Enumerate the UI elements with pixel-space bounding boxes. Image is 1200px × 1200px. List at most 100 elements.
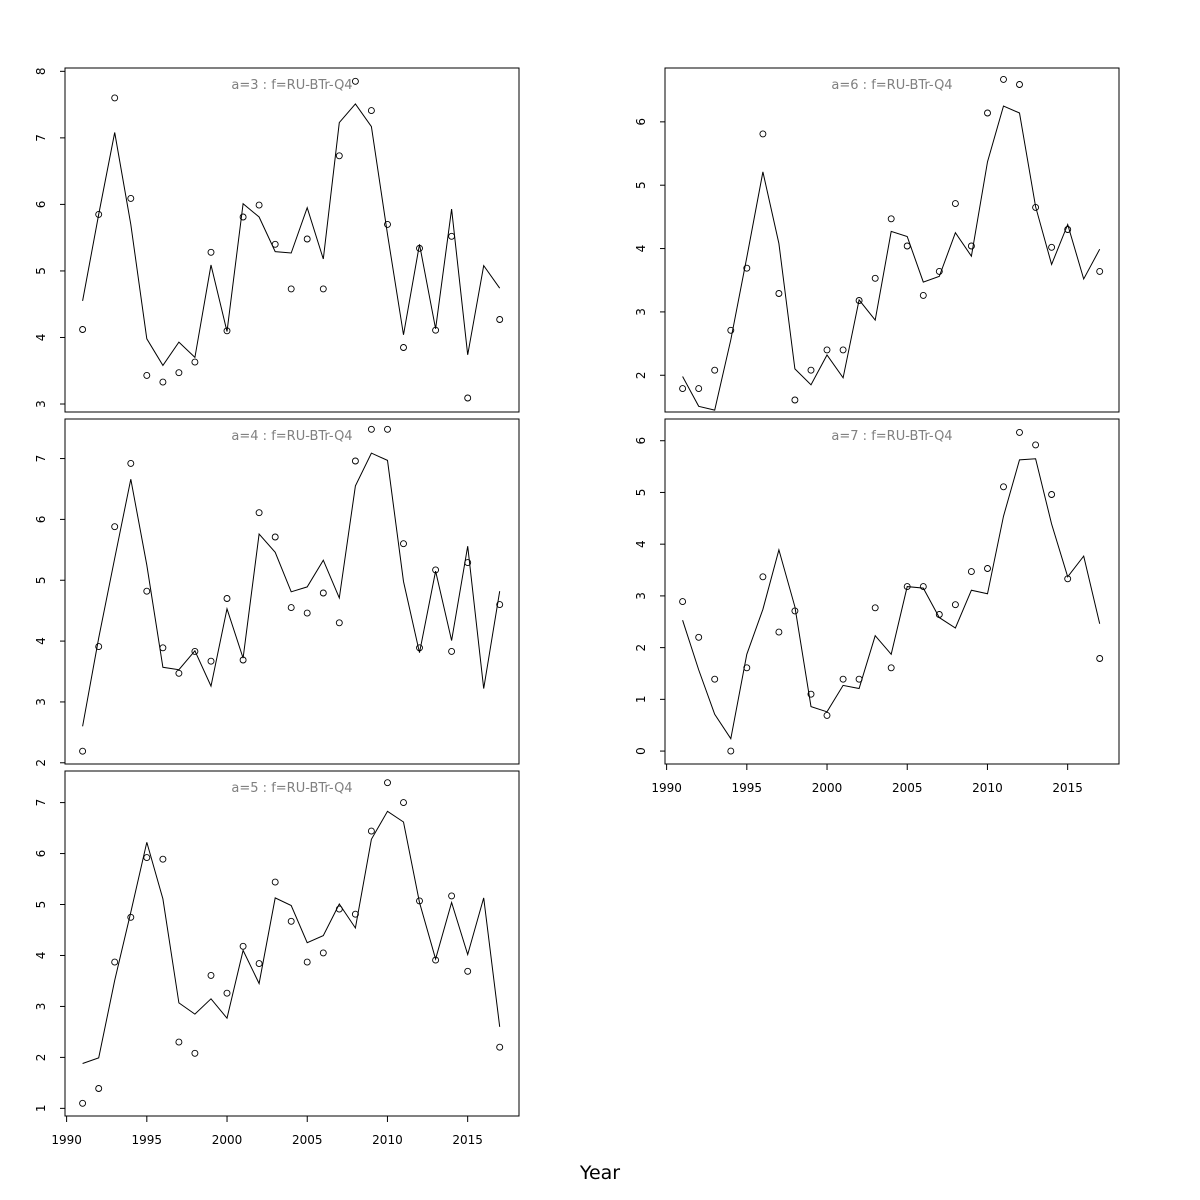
observed-point bbox=[303, 609, 311, 617]
observed-point bbox=[319, 285, 327, 293]
observed-point bbox=[239, 213, 247, 221]
observed-point bbox=[384, 779, 391, 787]
observed-point bbox=[1016, 81, 1023, 88]
observed-point bbox=[743, 664, 751, 672]
observed-point bbox=[127, 194, 135, 202]
observed-point bbox=[1032, 441, 1040, 449]
observed-point bbox=[887, 215, 895, 223]
observed-point bbox=[127, 913, 135, 921]
fitted-line bbox=[682, 458, 1101, 741]
observed-point bbox=[207, 971, 215, 979]
observed-point bbox=[271, 878, 279, 886]
observed-point bbox=[464, 967, 472, 975]
fitted-line bbox=[82, 452, 501, 727]
observed-point bbox=[839, 675, 847, 683]
observed-point bbox=[823, 711, 831, 719]
observed-point bbox=[496, 1043, 504, 1051]
observed-point bbox=[191, 647, 199, 655]
observed-point bbox=[951, 601, 959, 609]
y-tick-label: 5 bbox=[634, 181, 648, 189]
y-tick-label: 4 bbox=[634, 540, 648, 548]
y-tick-label: 4 bbox=[34, 952, 48, 960]
x-tick-label: 2010 bbox=[372, 1133, 403, 1147]
observed-point bbox=[496, 601, 504, 609]
observed-point bbox=[984, 565, 991, 572]
observed-point bbox=[791, 607, 799, 615]
x-tick-label: 2010 bbox=[972, 781, 1003, 795]
observed-point bbox=[255, 509, 263, 517]
x-tick-label: 1990 bbox=[51, 1133, 82, 1147]
y-tick-label: 5 bbox=[34, 901, 48, 909]
observed-point bbox=[759, 130, 767, 138]
plot-frame bbox=[64, 418, 520, 765]
observed-point bbox=[967, 568, 975, 576]
observed-point bbox=[1032, 203, 1040, 211]
observed-point bbox=[807, 690, 815, 698]
observed-point bbox=[207, 657, 215, 665]
y-tick-label: 6 bbox=[634, 118, 648, 126]
y-tick-label: 4 bbox=[34, 334, 48, 342]
observed-point bbox=[416, 644, 423, 652]
observed-point bbox=[384, 220, 391, 228]
observed-point bbox=[335, 619, 343, 627]
y-tick-label: 3 bbox=[634, 308, 648, 316]
y-tick-label: 4 bbox=[634, 245, 648, 253]
observed-point bbox=[432, 956, 440, 964]
y-tick-label: 3 bbox=[634, 592, 648, 600]
observed-point bbox=[367, 107, 375, 115]
observed-point bbox=[111, 523, 119, 531]
observed-point bbox=[143, 854, 151, 862]
observed-point bbox=[984, 109, 991, 117]
observed-point bbox=[111, 94, 119, 102]
observed-point bbox=[95, 210, 103, 218]
observed-point bbox=[239, 656, 247, 664]
y-tick-label: 7 bbox=[34, 799, 48, 807]
observed-point bbox=[855, 297, 863, 304]
panel-title: a=7 : f=RU-BTr-Q4 bbox=[831, 429, 952, 444]
observed-point bbox=[351, 77, 359, 85]
y-tick-label: 3 bbox=[34, 400, 48, 408]
observed-point bbox=[223, 327, 231, 335]
observed-point bbox=[432, 326, 440, 334]
observed-point bbox=[967, 242, 975, 250]
panel-1: a=3 : f=RU-BTr-Q4 3 4 5 6 7 8 bbox=[34, 67, 520, 413]
y-tick-label: 5 bbox=[34, 576, 48, 584]
fitted-line bbox=[82, 103, 501, 367]
observed-point bbox=[95, 1085, 103, 1092]
observed-point bbox=[951, 200, 959, 208]
y-tick-label: 3 bbox=[34, 1003, 48, 1011]
observed-point bbox=[1000, 483, 1007, 491]
y-tick-label: 4 bbox=[34, 637, 48, 645]
observed-point bbox=[287, 285, 295, 293]
observed-point bbox=[759, 573, 767, 581]
observed-point bbox=[823, 346, 831, 354]
y-tick-label: 3 bbox=[34, 698, 48, 706]
observed-point bbox=[159, 644, 167, 652]
observed-point bbox=[143, 587, 151, 595]
observed-point bbox=[400, 799, 407, 807]
observed-point bbox=[1000, 75, 1007, 83]
y-tick-label: 1 bbox=[634, 696, 648, 704]
observed-point bbox=[127, 459, 135, 467]
observed-point bbox=[159, 378, 167, 386]
observed-point bbox=[1096, 655, 1104, 662]
observed-point bbox=[319, 589, 327, 597]
observed-point bbox=[775, 628, 783, 636]
observed-point bbox=[464, 394, 472, 402]
observed-point bbox=[303, 235, 311, 243]
observed-point bbox=[448, 892, 456, 900]
observed-point bbox=[271, 533, 279, 541]
x-tick-label: 1995 bbox=[732, 781, 763, 795]
observed-point bbox=[1096, 267, 1104, 275]
observed-point bbox=[855, 675, 863, 683]
observed-point bbox=[1048, 491, 1056, 498]
y-tick-label: 5 bbox=[34, 267, 48, 275]
observed-point bbox=[175, 1038, 183, 1046]
observed-point bbox=[448, 647, 456, 655]
observed-point bbox=[1016, 428, 1023, 436]
panel-title: a=4 : f=RU-BTr-Q4 bbox=[231, 429, 352, 444]
x-tick-label: 1995 bbox=[132, 1133, 163, 1147]
x-axis-label: Year bbox=[579, 1162, 620, 1184]
observed-point bbox=[367, 827, 375, 835]
